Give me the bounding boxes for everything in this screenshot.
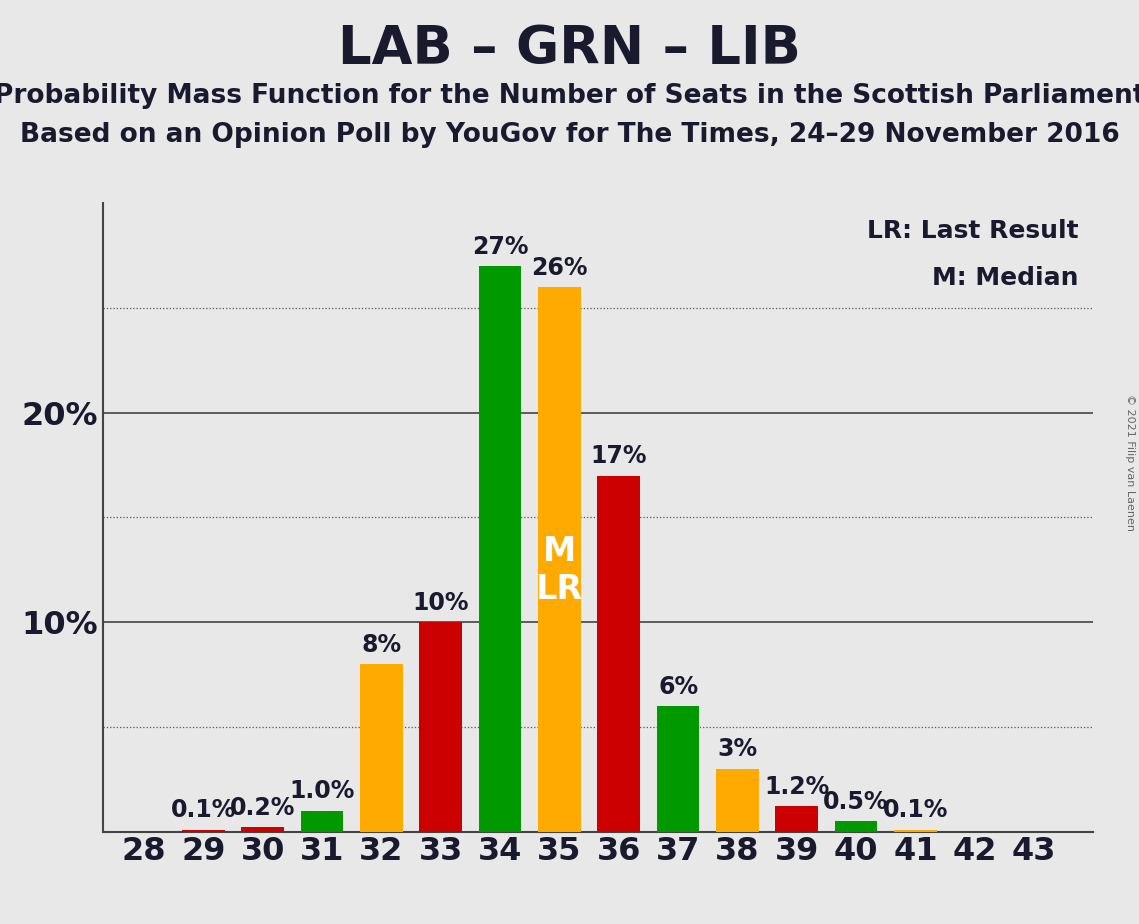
- Bar: [241, 827, 284, 832]
- Text: 6%: 6%: [658, 675, 698, 699]
- Bar: [716, 769, 759, 832]
- Text: LAB – GRN – LIB: LAB – GRN – LIB: [338, 23, 801, 75]
- Text: 1.2%: 1.2%: [764, 775, 829, 799]
- Bar: [597, 476, 640, 832]
- Bar: [835, 821, 877, 832]
- Text: 1.0%: 1.0%: [289, 779, 354, 803]
- Text: 17%: 17%: [590, 444, 647, 468]
- Bar: [301, 810, 344, 832]
- Bar: [182, 830, 224, 832]
- Bar: [360, 664, 403, 832]
- Text: M
LR: M LR: [535, 535, 583, 606]
- Bar: [894, 830, 936, 832]
- Bar: [419, 622, 462, 832]
- Text: 10%: 10%: [412, 590, 469, 614]
- Text: © 2021 Filip van Laenen: © 2021 Filip van Laenen: [1125, 394, 1134, 530]
- Text: 27%: 27%: [472, 235, 528, 259]
- Bar: [657, 706, 699, 832]
- Text: 3%: 3%: [718, 737, 757, 761]
- Text: 8%: 8%: [361, 633, 401, 657]
- Text: LR: Last Result: LR: Last Result: [867, 219, 1079, 243]
- Text: Probability Mass Function for the Number of Seats in the Scottish Parliament: Probability Mass Function for the Number…: [0, 83, 1139, 109]
- Bar: [478, 266, 522, 832]
- Text: 0.1%: 0.1%: [883, 798, 948, 822]
- Text: 0.2%: 0.2%: [230, 796, 295, 821]
- Text: 26%: 26%: [531, 256, 588, 280]
- Text: Based on an Opinion Poll by YouGov for The Times, 24–29 November 2016: Based on an Opinion Poll by YouGov for T…: [19, 122, 1120, 148]
- Text: 0.1%: 0.1%: [171, 798, 236, 822]
- Bar: [776, 807, 818, 832]
- Bar: [538, 287, 581, 832]
- Text: 0.5%: 0.5%: [823, 790, 888, 814]
- Text: M: Median: M: Median: [932, 266, 1079, 290]
